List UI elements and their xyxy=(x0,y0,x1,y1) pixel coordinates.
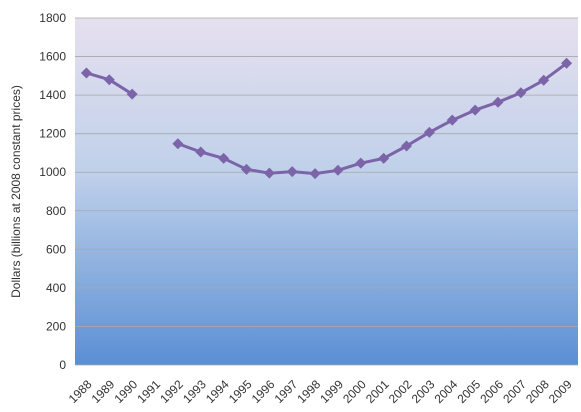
x-tick-label: 2002 xyxy=(386,377,415,406)
data-point-marker xyxy=(172,138,184,150)
x-tick-label: 2000 xyxy=(340,377,369,406)
y-axis-label: Dollars (billions at 2008 constant price… xyxy=(9,85,23,298)
x-tick-label: 2005 xyxy=(454,377,483,406)
series-group xyxy=(80,57,573,180)
x-tick-label: 1990 xyxy=(111,377,140,406)
x-tick-label: 2001 xyxy=(363,377,392,406)
x-tick-label: 1992 xyxy=(157,377,186,406)
x-tick-label: 1998 xyxy=(294,377,323,406)
data-point-marker xyxy=(561,57,573,69)
x-tick-label: 1996 xyxy=(249,377,278,406)
x-tick-label: 2003 xyxy=(409,377,438,406)
data-point-marker xyxy=(286,166,298,178)
data-point-marker xyxy=(103,74,115,86)
data-point-marker xyxy=(378,152,390,164)
y-tick-label: 200 xyxy=(46,319,66,333)
data-point-marker xyxy=(401,140,413,152)
x-tick-label: 1999 xyxy=(317,377,346,406)
data-point-marker xyxy=(218,152,230,164)
data-point-marker xyxy=(195,146,207,158)
x-tick-label: 1988 xyxy=(66,377,95,406)
x-axis-ticks: 1988198919901991199219931994199519961997… xyxy=(66,377,575,406)
x-tick-label: 1997 xyxy=(272,377,301,406)
data-point-marker xyxy=(423,126,435,138)
y-tick-label: 1800 xyxy=(39,11,66,25)
x-tick-label: 2008 xyxy=(523,377,552,406)
data-point-marker xyxy=(263,167,275,179)
y-tick-label: 1600 xyxy=(39,50,66,64)
y-tick-label: 1000 xyxy=(39,165,66,179)
y-tick-label: 1200 xyxy=(39,127,66,141)
data-point-marker xyxy=(515,87,527,99)
y-tick-label: 0 xyxy=(59,358,66,372)
x-tick-label: 1989 xyxy=(89,377,118,406)
data-point-marker xyxy=(355,157,367,169)
y-tick-label: 600 xyxy=(46,242,66,256)
data-point-marker xyxy=(492,96,504,108)
data-point-marker xyxy=(469,104,481,116)
x-tick-label: 1995 xyxy=(226,377,255,406)
data-point-marker xyxy=(240,163,252,175)
data-point-marker xyxy=(332,164,344,176)
x-tick-label: 1991 xyxy=(134,377,163,406)
x-tick-label: 2009 xyxy=(546,377,575,406)
data-point-marker xyxy=(80,67,92,79)
data-point-marker xyxy=(126,88,138,100)
data-point-marker xyxy=(309,168,321,180)
x-tick-label: 2006 xyxy=(477,377,506,406)
y-tick-label: 800 xyxy=(46,204,66,218)
plot-area xyxy=(75,18,578,365)
x-tick-label: 1993 xyxy=(180,377,209,406)
y-tick-label: 1400 xyxy=(39,88,66,102)
x-tick-label: 2007 xyxy=(500,377,529,406)
data-point-marker xyxy=(538,74,550,86)
y-axis-ticks: 0 200 400 600 800 1000 1200 1400 1600 1800 xyxy=(39,11,66,372)
x-tick-label: 1994 xyxy=(203,377,232,406)
data-point-marker xyxy=(446,114,458,126)
y-tick-label: 400 xyxy=(46,281,66,295)
x-tick-label: 2004 xyxy=(432,377,461,406)
